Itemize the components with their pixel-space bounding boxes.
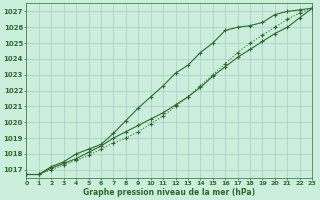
X-axis label: Graphe pression niveau de la mer (hPa): Graphe pression niveau de la mer (hPa) bbox=[83, 188, 255, 197]
